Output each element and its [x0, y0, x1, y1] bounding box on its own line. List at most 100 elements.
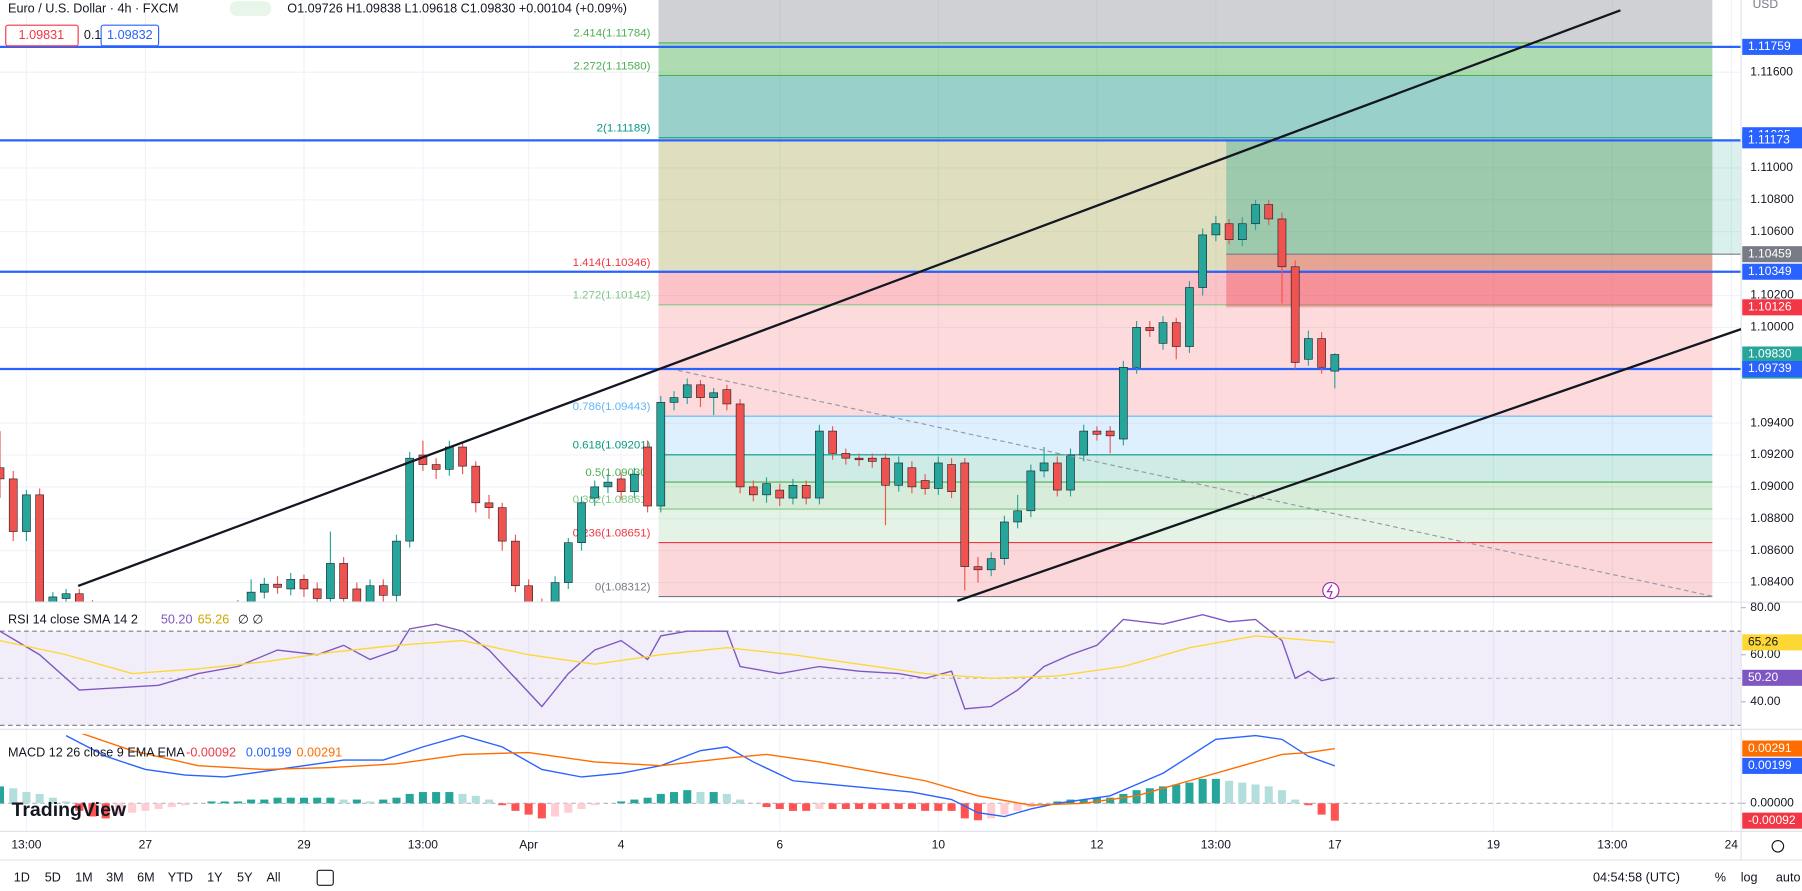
y-tick-label: 1.11600 — [1750, 64, 1793, 78]
range-button[interactable]: 6M — [137, 871, 155, 885]
candle-body — [973, 566, 983, 571]
range-button[interactable]: YTD — [168, 871, 193, 885]
macd-histogram-bar — [22, 792, 31, 804]
x-tick-label: 13:00 — [1597, 837, 1627, 851]
candle-body — [590, 486, 600, 499]
macd-legend: MACD 12 26 close 9 EMA EMA — [8, 746, 185, 760]
candle-body — [563, 542, 573, 583]
scale-button[interactable]: auto — [1776, 871, 1801, 885]
range-button[interactable]: 3M — [106, 871, 124, 885]
candle-body — [8, 478, 18, 532]
fib-label: 2.414(1.11784) — [573, 28, 650, 40]
status-icon[interactable] — [229, 1, 272, 17]
fib-zone — [658, 0, 1713, 43]
candle-body — [352, 588, 362, 603]
macd-histogram-bar — [894, 803, 903, 809]
range-button[interactable]: 1D — [14, 871, 30, 885]
macd-histogram-bar — [392, 797, 401, 804]
axis-unit: USD — [1753, 0, 1779, 11]
candle-body — [603, 481, 613, 488]
scale-button[interactable]: log — [1741, 871, 1758, 885]
y-tick-label: 40.00 — [1750, 694, 1780, 708]
indicator-badge — [1742, 812, 1802, 829]
channel-lower — [956, 328, 1742, 602]
fib-label: 0.382(1.08861) — [573, 494, 651, 506]
candle-body — [1066, 454, 1075, 491]
range-button[interactable]: 5Y — [237, 871, 253, 885]
candle-body — [273, 583, 282, 588]
indicator-badge-label: 0.00291 — [1748, 741, 1792, 755]
spread: 0.1 — [84, 28, 102, 42]
event-icon-bolt — [1326, 584, 1333, 598]
candle-body — [934, 462, 943, 489]
candle-body — [709, 392, 718, 398]
candle-body — [1171, 322, 1181, 347]
x-tick-label: 19 — [1487, 837, 1501, 851]
range-button[interactable]: All — [267, 871, 281, 885]
candle-body — [1079, 430, 1089, 456]
x-tick-label: 17 — [1328, 837, 1342, 851]
indicator-badge — [1742, 669, 1802, 686]
macd-histogram-bar — [1158, 786, 1168, 804]
macd-histogram-bar — [987, 803, 996, 819]
fib-label: 0(1.08312) — [595, 581, 651, 593]
candle-body — [788, 485, 798, 499]
macd-legend-value: 0.00291 — [297, 746, 343, 760]
macd-histogram-bar — [405, 793, 414, 804]
candle-body — [458, 446, 467, 467]
y-tick-label: 1.08400 — [1750, 575, 1794, 589]
macd-histogram-bar — [907, 803, 916, 809]
candle-body — [61, 593, 71, 599]
indicator-badge-label: -0.00092 — [1748, 813, 1796, 827]
settings-icon[interactable] — [1771, 839, 1785, 853]
candle-body — [405, 457, 415, 542]
candle-body — [1238, 223, 1247, 240]
fib-label: 0.236(1.08651) — [573, 527, 651, 539]
candle-body — [630, 473, 639, 492]
event-icon[interactable] — [1322, 581, 1340, 600]
fib-label: 1.272(1.10142) — [573, 290, 651, 302]
buy-button[interactable] — [100, 24, 160, 47]
range-button[interactable]: 1M — [75, 871, 93, 885]
candle-body — [1198, 234, 1207, 288]
fib-zone — [658, 75, 1713, 138]
indicator-badge — [1742, 634, 1802, 651]
candle-body — [696, 384, 705, 398]
macd-histogram-bar — [35, 793, 44, 804]
macd-histogram-bar — [379, 799, 388, 804]
y-tick-label: 0.00000 — [1750, 796, 1794, 810]
watermark: TradingView — [11, 799, 126, 821]
candle-body — [947, 464, 956, 492]
macd-histogram-bar — [1185, 782, 1194, 804]
macd-histogram-bar — [1000, 803, 1009, 815]
fib-zone — [658, 137, 1713, 273]
candle-body — [1264, 204, 1274, 220]
macd-histogram-bar — [167, 803, 176, 808]
scale-button[interactable]: % — [1715, 871, 1726, 885]
macd-histogram-bar — [48, 797, 57, 804]
macd-histogram-bar — [973, 803, 983, 821]
macd-histogram-bar — [247, 799, 256, 804]
macd-histogram-bar — [1330, 803, 1339, 821]
channel-upper — [77, 9, 1621, 588]
price-badge — [1742, 299, 1802, 316]
candle-body — [1000, 521, 1009, 559]
candle-body — [762, 483, 771, 496]
macd-histogram-bar — [1079, 799, 1088, 804]
position-loss — [1226, 254, 1713, 308]
candle-body — [722, 389, 732, 405]
candle-body — [1145, 327, 1155, 331]
macd-histogram-bar — [299, 797, 308, 804]
candle-body — [841, 453, 851, 459]
range-button[interactable]: 1Y — [207, 871, 223, 885]
calendar-icon[interactable] — [316, 869, 334, 886]
quote: O1.09726 H1.09838 L1.09618 C1.09830 +0.0… — [287, 2, 627, 16]
macd-histogram-bar — [921, 803, 930, 811]
candle-body — [815, 430, 824, 499]
candle-body — [867, 457, 877, 462]
macd-histogram-bar — [511, 803, 520, 811]
sell-button[interactable] — [5, 24, 79, 47]
range-button[interactable]: 5D — [45, 871, 61, 885]
macd-histogram-bar — [471, 795, 480, 804]
candle-body — [735, 403, 745, 488]
